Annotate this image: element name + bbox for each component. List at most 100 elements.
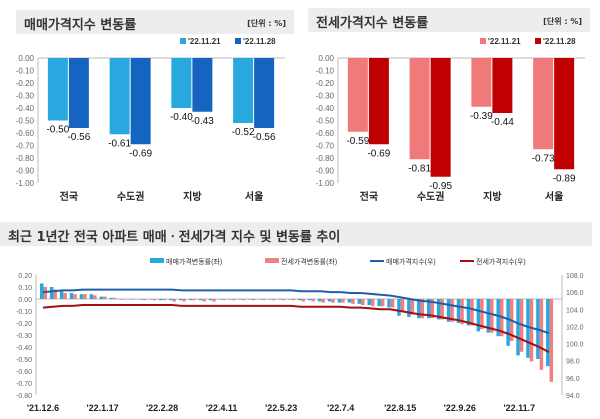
bar [400, 299, 405, 311]
bar [159, 299, 163, 301]
bar [152, 299, 157, 301]
bar [347, 299, 352, 303]
bar [390, 299, 395, 308]
bar [261, 299, 266, 301]
bar [40, 283, 44, 299]
legend-label: 매매가격변동률(좌) [166, 257, 222, 266]
legend-label: 전세가격변동률(좌) [281, 257, 337, 266]
bar [109, 297, 113, 299]
unit-label: [단위 : %] [247, 19, 286, 28]
bar [271, 299, 276, 301]
x-tick-label: 수도권 [417, 191, 445, 203]
data-label: -0.50 [46, 125, 69, 136]
bar [471, 58, 492, 107]
bar [212, 299, 216, 302]
left-tick-label: -0.10 [16, 309, 32, 316]
bar [480, 299, 484, 329]
bar [407, 299, 411, 317]
bar [377, 299, 381, 307]
x-tick-label: 전국 [360, 190, 378, 203]
left-tick-label: -0.30 [16, 333, 32, 340]
data-label: -0.56 [253, 132, 276, 143]
bar [109, 58, 130, 135]
bar [321, 299, 325, 303]
right-tick-label: 98.0 [566, 359, 580, 366]
bar [387, 299, 391, 308]
sale-change-panel: 매매가격지수 변동률 [단위 : %] 0.00 -0.10 -0.20 -0.30 -… [0, 0, 295, 215]
x-tick-label: 지방 [483, 190, 502, 203]
right-tick-label: 100.0 [566, 342, 584, 349]
bar [178, 299, 183, 301]
data-label: -0.44 [491, 117, 514, 128]
bar [93, 295, 97, 299]
y-tick-label: -0.20 [16, 79, 35, 88]
data-label: -0.69 [129, 148, 152, 159]
bar [149, 299, 153, 300]
y-tick-label: -0.30 [316, 92, 335, 101]
y-tick-label: -0.80 [16, 154, 35, 163]
bar [370, 299, 375, 307]
bar [529, 299, 534, 362]
x-tick-label: 서울 [545, 190, 563, 203]
left-tick-label: -0.80 [16, 393, 32, 400]
bar [192, 299, 196, 301]
y-tick-label: -1.00 [316, 179, 335, 188]
bar [417, 299, 421, 319]
bar [317, 299, 322, 302]
x-tick-label: 수도권 [117, 191, 145, 203]
legend-label: '22.11.21 [188, 37, 221, 46]
y-tick-label: -0.20 [316, 79, 335, 88]
bar [63, 293, 67, 299]
left-tick-label: 0.00 [18, 297, 32, 304]
legend-label: '22.11.21 [488, 37, 521, 46]
bar [380, 299, 385, 307]
data-label: -0.59 [346, 136, 369, 147]
bar [288, 299, 292, 300]
bar [311, 299, 315, 302]
chart-title: 최근 1년간 전국 아파트 매매ㆍ전세가격 지수 및 변동률 추이 [8, 230, 341, 245]
bar [73, 294, 77, 299]
x-tick-label: '22.5.23 [265, 403, 297, 413]
data-label: -0.73 [532, 153, 555, 164]
x-tick-label: '22.11.7 [503, 403, 535, 413]
bar [258, 299, 262, 300]
legend-label: 전세가격지수(우) [476, 257, 526, 266]
y-tick-label: -0.60 [316, 129, 335, 138]
data-label: -0.52 [232, 127, 255, 138]
bar [466, 299, 471, 326]
legend-swatch [180, 38, 186, 44]
legend-swatch [265, 258, 279, 263]
data-label: -0.43 [191, 116, 214, 127]
x-tick-label: '22.7.4 [327, 403, 354, 413]
y-tick-label: -0.50 [16, 117, 35, 126]
bar [228, 299, 233, 300]
legend-label: '22.11.28 [543, 37, 576, 46]
bar [301, 299, 305, 302]
jeonse-change-panel: 전세가격지수 변동률 [단위 : %] 0.00 -0.10 -0.20 -0.30 -… [300, 0, 600, 215]
data-label: -0.89 [553, 173, 576, 184]
left-tick-label: -0.20 [16, 321, 32, 328]
bar [436, 299, 441, 320]
bar [446, 299, 451, 322]
x-tick-label: '22.9.26 [444, 403, 476, 413]
bar [351, 299, 355, 304]
index-line [42, 288, 550, 335]
bar [430, 58, 451, 177]
bar [172, 299, 176, 302]
x-tick-label: '22.1.17 [86, 403, 118, 413]
chart-title: 전세가격지수 변동률 [316, 16, 429, 31]
bar [496, 299, 500, 337]
left-tick-label: -0.70 [16, 381, 32, 388]
bar [506, 299, 510, 346]
bar [486, 299, 491, 333]
bar [251, 299, 256, 301]
bar [119, 299, 123, 300]
data-label: -0.61 [108, 138, 131, 149]
bar [53, 289, 57, 299]
bar [142, 299, 147, 301]
x-tick-label: '21.12.6 [27, 403, 59, 413]
bar [43, 287, 47, 299]
legend-swatch [235, 38, 241, 44]
y-tick-label: -0.90 [16, 167, 35, 176]
bar [420, 299, 425, 319]
